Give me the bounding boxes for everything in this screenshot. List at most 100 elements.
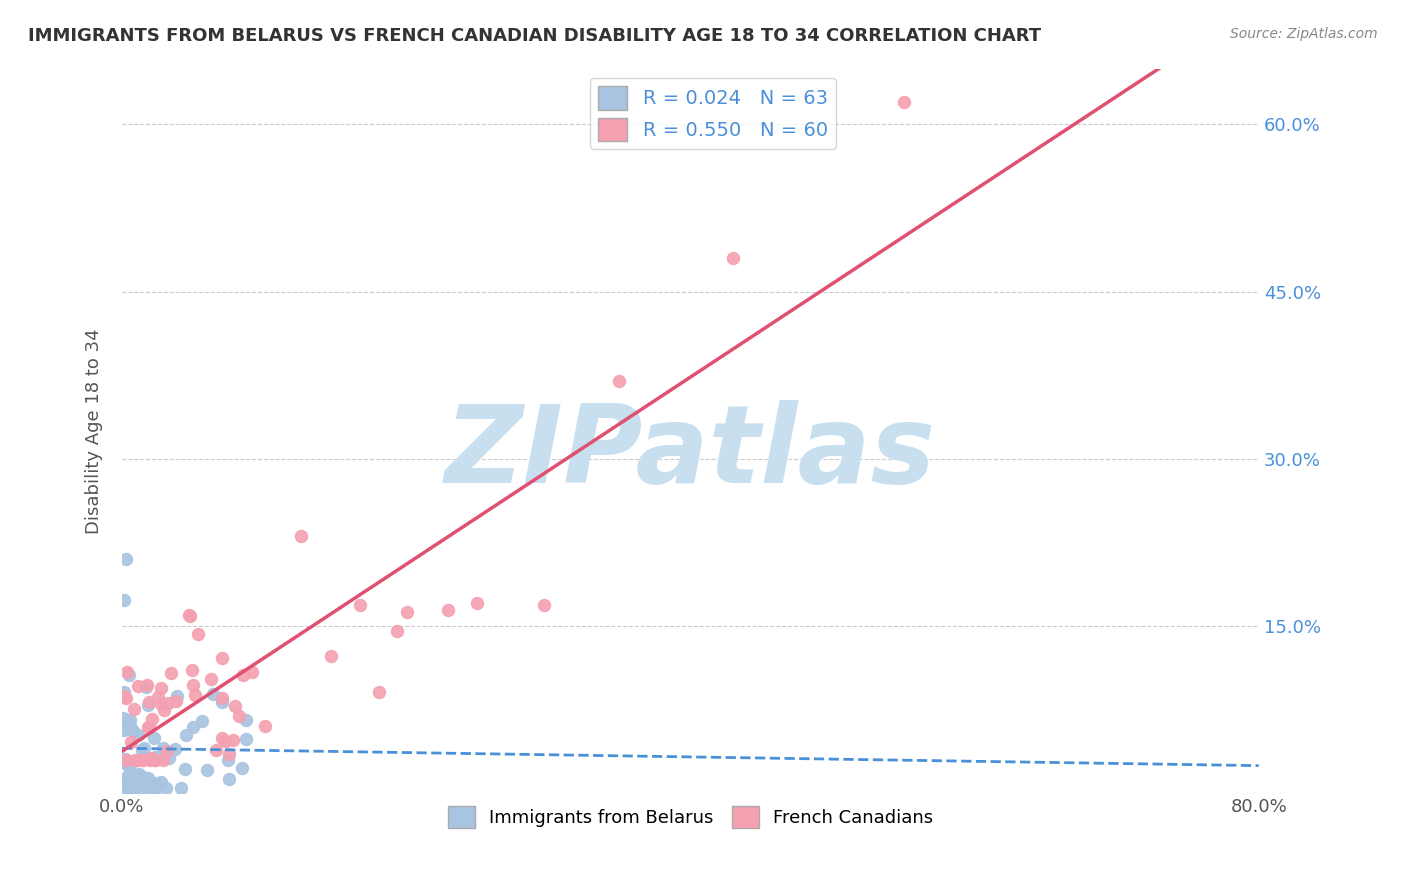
Point — [136, 720, 159, 734]
Point — [121, 735, 143, 749]
Point — [111, 711, 134, 725]
Point — [118, 721, 141, 735]
Point — [253, 719, 276, 733]
Point — [131, 770, 153, 784]
Point — [465, 596, 488, 610]
Point — [124, 780, 146, 795]
Point — [117, 714, 139, 728]
Point — [159, 665, 181, 680]
Point — [118, 780, 141, 795]
Point — [721, 251, 744, 265]
Point — [217, 753, 239, 767]
Point — [117, 665, 139, 680]
Point — [117, 770, 139, 784]
Point — [165, 694, 187, 708]
Point — [124, 780, 146, 795]
Point — [235, 713, 257, 727]
Point — [125, 769, 148, 783]
Point — [115, 552, 138, 566]
Point — [437, 603, 460, 617]
Point — [121, 723, 143, 738]
Point — [118, 713, 141, 727]
Point — [180, 663, 202, 677]
Point — [184, 689, 207, 703]
Text: Source: ZipAtlas.com: Source: ZipAtlas.com — [1230, 27, 1378, 41]
Point — [115, 753, 138, 767]
Point — [155, 780, 177, 795]
Point — [179, 608, 201, 623]
Point — [114, 690, 136, 705]
Point — [112, 685, 135, 699]
Point — [124, 769, 146, 783]
Point — [143, 753, 166, 767]
Point — [145, 753, 167, 767]
Point — [136, 780, 159, 795]
Point — [235, 731, 257, 746]
Point — [218, 747, 240, 761]
Point — [139, 779, 162, 793]
Point — [173, 762, 195, 776]
Point — [143, 777, 166, 791]
Point — [152, 741, 174, 756]
Point — [128, 780, 150, 795]
Point — [120, 721, 142, 735]
Point — [211, 650, 233, 665]
Point — [228, 709, 250, 723]
Point — [156, 696, 179, 710]
Point — [122, 774, 145, 789]
Point — [138, 720, 160, 734]
Point — [152, 703, 174, 717]
Point — [290, 529, 312, 543]
Point — [124, 753, 146, 767]
Point — [125, 753, 148, 767]
Point — [128, 766, 150, 780]
Point — [127, 728, 149, 742]
Point — [146, 690, 169, 704]
Point — [177, 607, 200, 622]
Point — [166, 689, 188, 703]
Point — [143, 749, 166, 764]
Point — [112, 723, 135, 737]
Point — [115, 755, 138, 769]
Point — [195, 763, 218, 777]
Point — [114, 780, 136, 795]
Text: IMMIGRANTS FROM BELARUS VS FRENCH CANADIAN DISABILITY AGE 18 TO 34 CORRELATION C: IMMIGRANTS FROM BELARUS VS FRENCH CANADI… — [28, 27, 1042, 45]
Point — [165, 741, 187, 756]
Point — [124, 780, 146, 795]
Point — [141, 712, 163, 726]
Point — [114, 752, 136, 766]
Point — [118, 757, 141, 772]
Point — [112, 593, 135, 607]
Point — [131, 743, 153, 757]
Point — [145, 780, 167, 795]
Point — [240, 665, 263, 680]
Point — [893, 95, 915, 109]
Point — [232, 668, 254, 682]
Point — [127, 679, 149, 693]
Point — [187, 627, 209, 641]
Point — [368, 684, 391, 698]
Point — [385, 624, 408, 638]
Point — [152, 753, 174, 767]
Point — [114, 756, 136, 770]
Point — [183, 720, 205, 734]
Point — [138, 753, 160, 767]
Point — [142, 731, 165, 745]
Point — [143, 780, 166, 794]
Legend: Immigrants from Belarus, French Canadians: Immigrants from Belarus, French Canadian… — [440, 798, 941, 835]
Point — [138, 695, 160, 709]
Point — [214, 733, 236, 747]
Point — [143, 776, 166, 790]
Point — [135, 680, 157, 694]
Point — [112, 689, 135, 703]
Point — [149, 774, 172, 789]
Point — [118, 766, 141, 780]
Point — [211, 695, 233, 709]
Point — [149, 698, 172, 712]
Point — [224, 699, 246, 714]
Point — [183, 678, 205, 692]
Point — [395, 605, 418, 619]
Point — [136, 677, 159, 691]
Point — [132, 741, 155, 756]
Point — [191, 714, 214, 728]
